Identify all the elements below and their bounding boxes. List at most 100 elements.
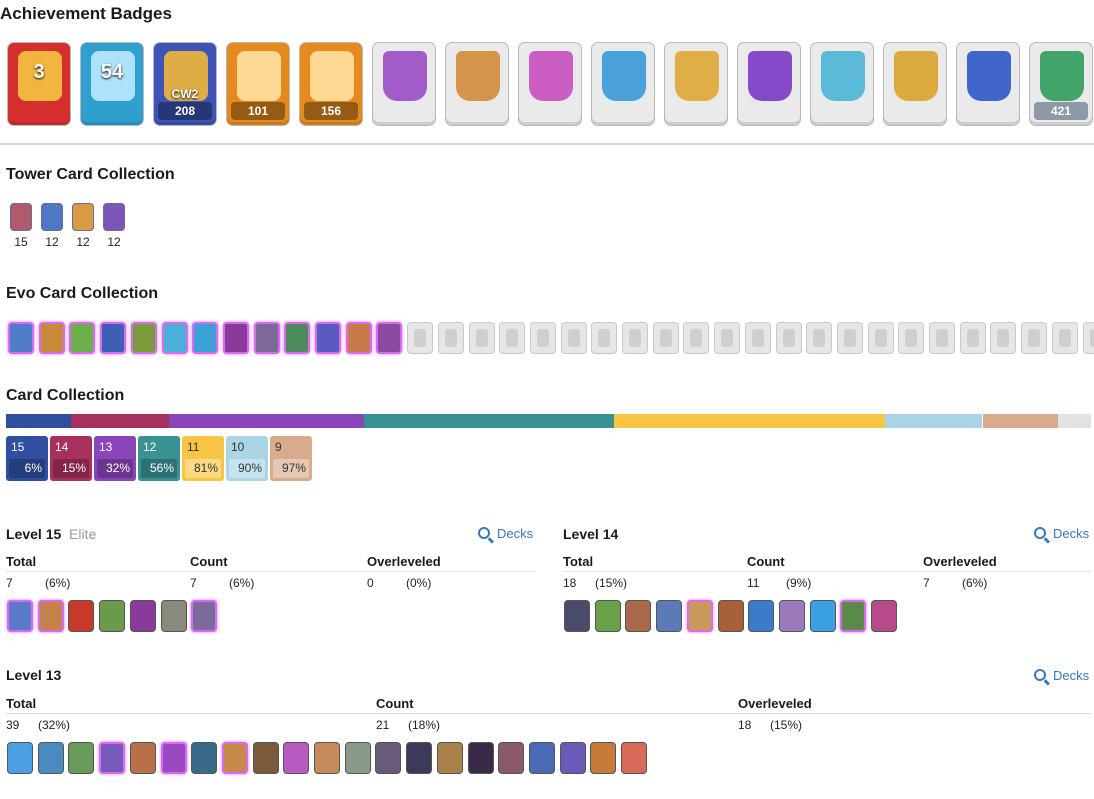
clan-wars-emblem-icon bbox=[164, 51, 208, 101]
level14-overleveled-header: Overleveled bbox=[923, 554, 997, 569]
season-badge-2[interactable] bbox=[445, 42, 509, 126]
card-l13[interactable] bbox=[621, 742, 647, 774]
evo-card-locked bbox=[683, 322, 710, 354]
card-l14[interactable] bbox=[840, 600, 867, 632]
collection-tile-level-11[interactable]: 11 81% bbox=[182, 436, 224, 481]
card-l14[interactable] bbox=[871, 600, 897, 632]
evo-card bbox=[100, 322, 127, 354]
card-l15[interactable] bbox=[129, 600, 156, 632]
card-l13[interactable] bbox=[221, 742, 248, 774]
card-l13[interactable] bbox=[436, 742, 463, 774]
level15-decks-link[interactable]: Decks bbox=[478, 526, 533, 541]
collection-tile-level-10[interactable]: 10 90% bbox=[226, 436, 268, 481]
evo-card-locked bbox=[867, 322, 894, 354]
season-3-emblem-icon bbox=[529, 51, 573, 101]
tower-card-level: 12 bbox=[107, 235, 121, 249]
evo-card-locked bbox=[990, 322, 1017, 354]
card-l13[interactable] bbox=[590, 742, 617, 774]
tower-card-level: 12 bbox=[45, 235, 59, 249]
collection-tile-level-9[interactable]: 9 97% bbox=[270, 436, 312, 481]
card-l15[interactable] bbox=[68, 600, 95, 632]
level14-total-header: Total bbox=[563, 554, 594, 569]
card-l13[interactable] bbox=[7, 742, 33, 774]
card-l13[interactable] bbox=[406, 742, 433, 774]
collection-badge[interactable]: 421 bbox=[1029, 42, 1093, 126]
card-l13[interactable] bbox=[467, 742, 494, 774]
card-l14[interactable] bbox=[748, 600, 775, 632]
card-l13[interactable] bbox=[160, 742, 187, 774]
card-l13[interactable] bbox=[498, 742, 525, 774]
evo-card bbox=[38, 322, 65, 354]
tower-card-level: 12 bbox=[76, 235, 90, 249]
evo-card-locked bbox=[591, 322, 618, 354]
card-l14[interactable] bbox=[656, 600, 683, 632]
level13-count-header: Count bbox=[376, 696, 414, 711]
section-divider bbox=[0, 143, 1094, 145]
clan-wars-badge-count: 208 bbox=[158, 102, 212, 120]
collection-tile-percent: 81% bbox=[185, 459, 221, 478]
card-l13[interactable] bbox=[283, 742, 310, 774]
card-l14[interactable] bbox=[778, 600, 805, 632]
clan-wars-badge[interactable]: CW2 208 bbox=[153, 42, 217, 126]
card-l15[interactable] bbox=[37, 600, 64, 632]
level-badge[interactable]: 54 bbox=[80, 42, 144, 126]
card-l14[interactable] bbox=[594, 600, 621, 632]
season-badge-9[interactable] bbox=[956, 42, 1020, 126]
season-badge-6[interactable] bbox=[737, 42, 801, 126]
card-l14[interactable] bbox=[564, 600, 590, 632]
tower-card-icon bbox=[103, 203, 125, 231]
evo-card bbox=[69, 322, 96, 354]
collection-tile-level-15[interactable]: 15 6% bbox=[6, 436, 48, 481]
season-1-emblem-icon bbox=[383, 51, 427, 101]
card-l14[interactable] bbox=[625, 600, 652, 632]
season-badge-1[interactable] bbox=[372, 42, 436, 126]
evo-card-locked bbox=[407, 322, 434, 354]
level15-overleveled-pct: (0%) bbox=[406, 576, 432, 590]
level13-decks-link[interactable]: Decks bbox=[1034, 668, 1089, 683]
season-2-emblem-icon bbox=[456, 51, 500, 101]
level13-rule bbox=[6, 713, 1091, 714]
season-badge-3[interactable] bbox=[518, 42, 582, 126]
season-badge-4[interactable] bbox=[591, 42, 655, 126]
card-l13[interactable] bbox=[375, 742, 402, 774]
collection-bar-segment bbox=[168, 414, 365, 428]
card-l13[interactable] bbox=[314, 742, 340, 774]
card-l13[interactable] bbox=[191, 742, 218, 774]
collection-tile-level-14[interactable]: 14 15% bbox=[50, 436, 92, 481]
card-l15[interactable] bbox=[160, 600, 187, 632]
tower-title: Tower Card Collection bbox=[6, 166, 175, 183]
collection-tile-level-13[interactable]: 13 32% bbox=[94, 436, 136, 481]
card-l14[interactable] bbox=[686, 600, 713, 632]
card-l13[interactable] bbox=[528, 742, 555, 774]
level14-total: 18 bbox=[563, 576, 577, 590]
card-l13[interactable] bbox=[559, 742, 586, 774]
level14-decks-link[interactable]: Decks bbox=[1034, 526, 1089, 541]
card-l13[interactable] bbox=[344, 742, 371, 774]
card-l15[interactable] bbox=[99, 600, 126, 632]
collection-progress-bar bbox=[6, 414, 1091, 428]
evo-card-locked bbox=[1021, 322, 1048, 354]
crl-wins-badge[interactable]: 101 bbox=[226, 42, 290, 126]
years-played-badge[interactable]: 3 bbox=[7, 42, 71, 126]
card-l13[interactable] bbox=[68, 742, 95, 774]
card-l15[interactable] bbox=[191, 600, 218, 632]
collection-tile-level-12[interactable]: 12 56% bbox=[138, 436, 180, 481]
card-l13[interactable] bbox=[37, 742, 64, 774]
card-l15[interactable] bbox=[7, 600, 33, 632]
card-l14[interactable] bbox=[809, 600, 836, 632]
card-l14[interactable] bbox=[717, 600, 744, 632]
season-badge-5[interactable] bbox=[664, 42, 728, 126]
level14-title: Level 14 bbox=[563, 526, 619, 542]
level13-total-pct: (32%) bbox=[38, 718, 71, 732]
season-badge-8[interactable] bbox=[883, 42, 947, 126]
evo-card-locked bbox=[898, 322, 925, 354]
card-l13[interactable] bbox=[252, 742, 279, 774]
collection-tile-percent: 15% bbox=[53, 459, 89, 478]
crl-wins-2-badge[interactable]: 156 bbox=[299, 42, 363, 126]
card-l13[interactable] bbox=[129, 742, 156, 774]
season-badge-7[interactable] bbox=[810, 42, 874, 126]
years-played-emblem-icon bbox=[18, 51, 62, 101]
search-icon bbox=[1034, 527, 1046, 539]
tower-card: 12 bbox=[39, 203, 65, 249]
card-l13[interactable] bbox=[99, 742, 126, 774]
